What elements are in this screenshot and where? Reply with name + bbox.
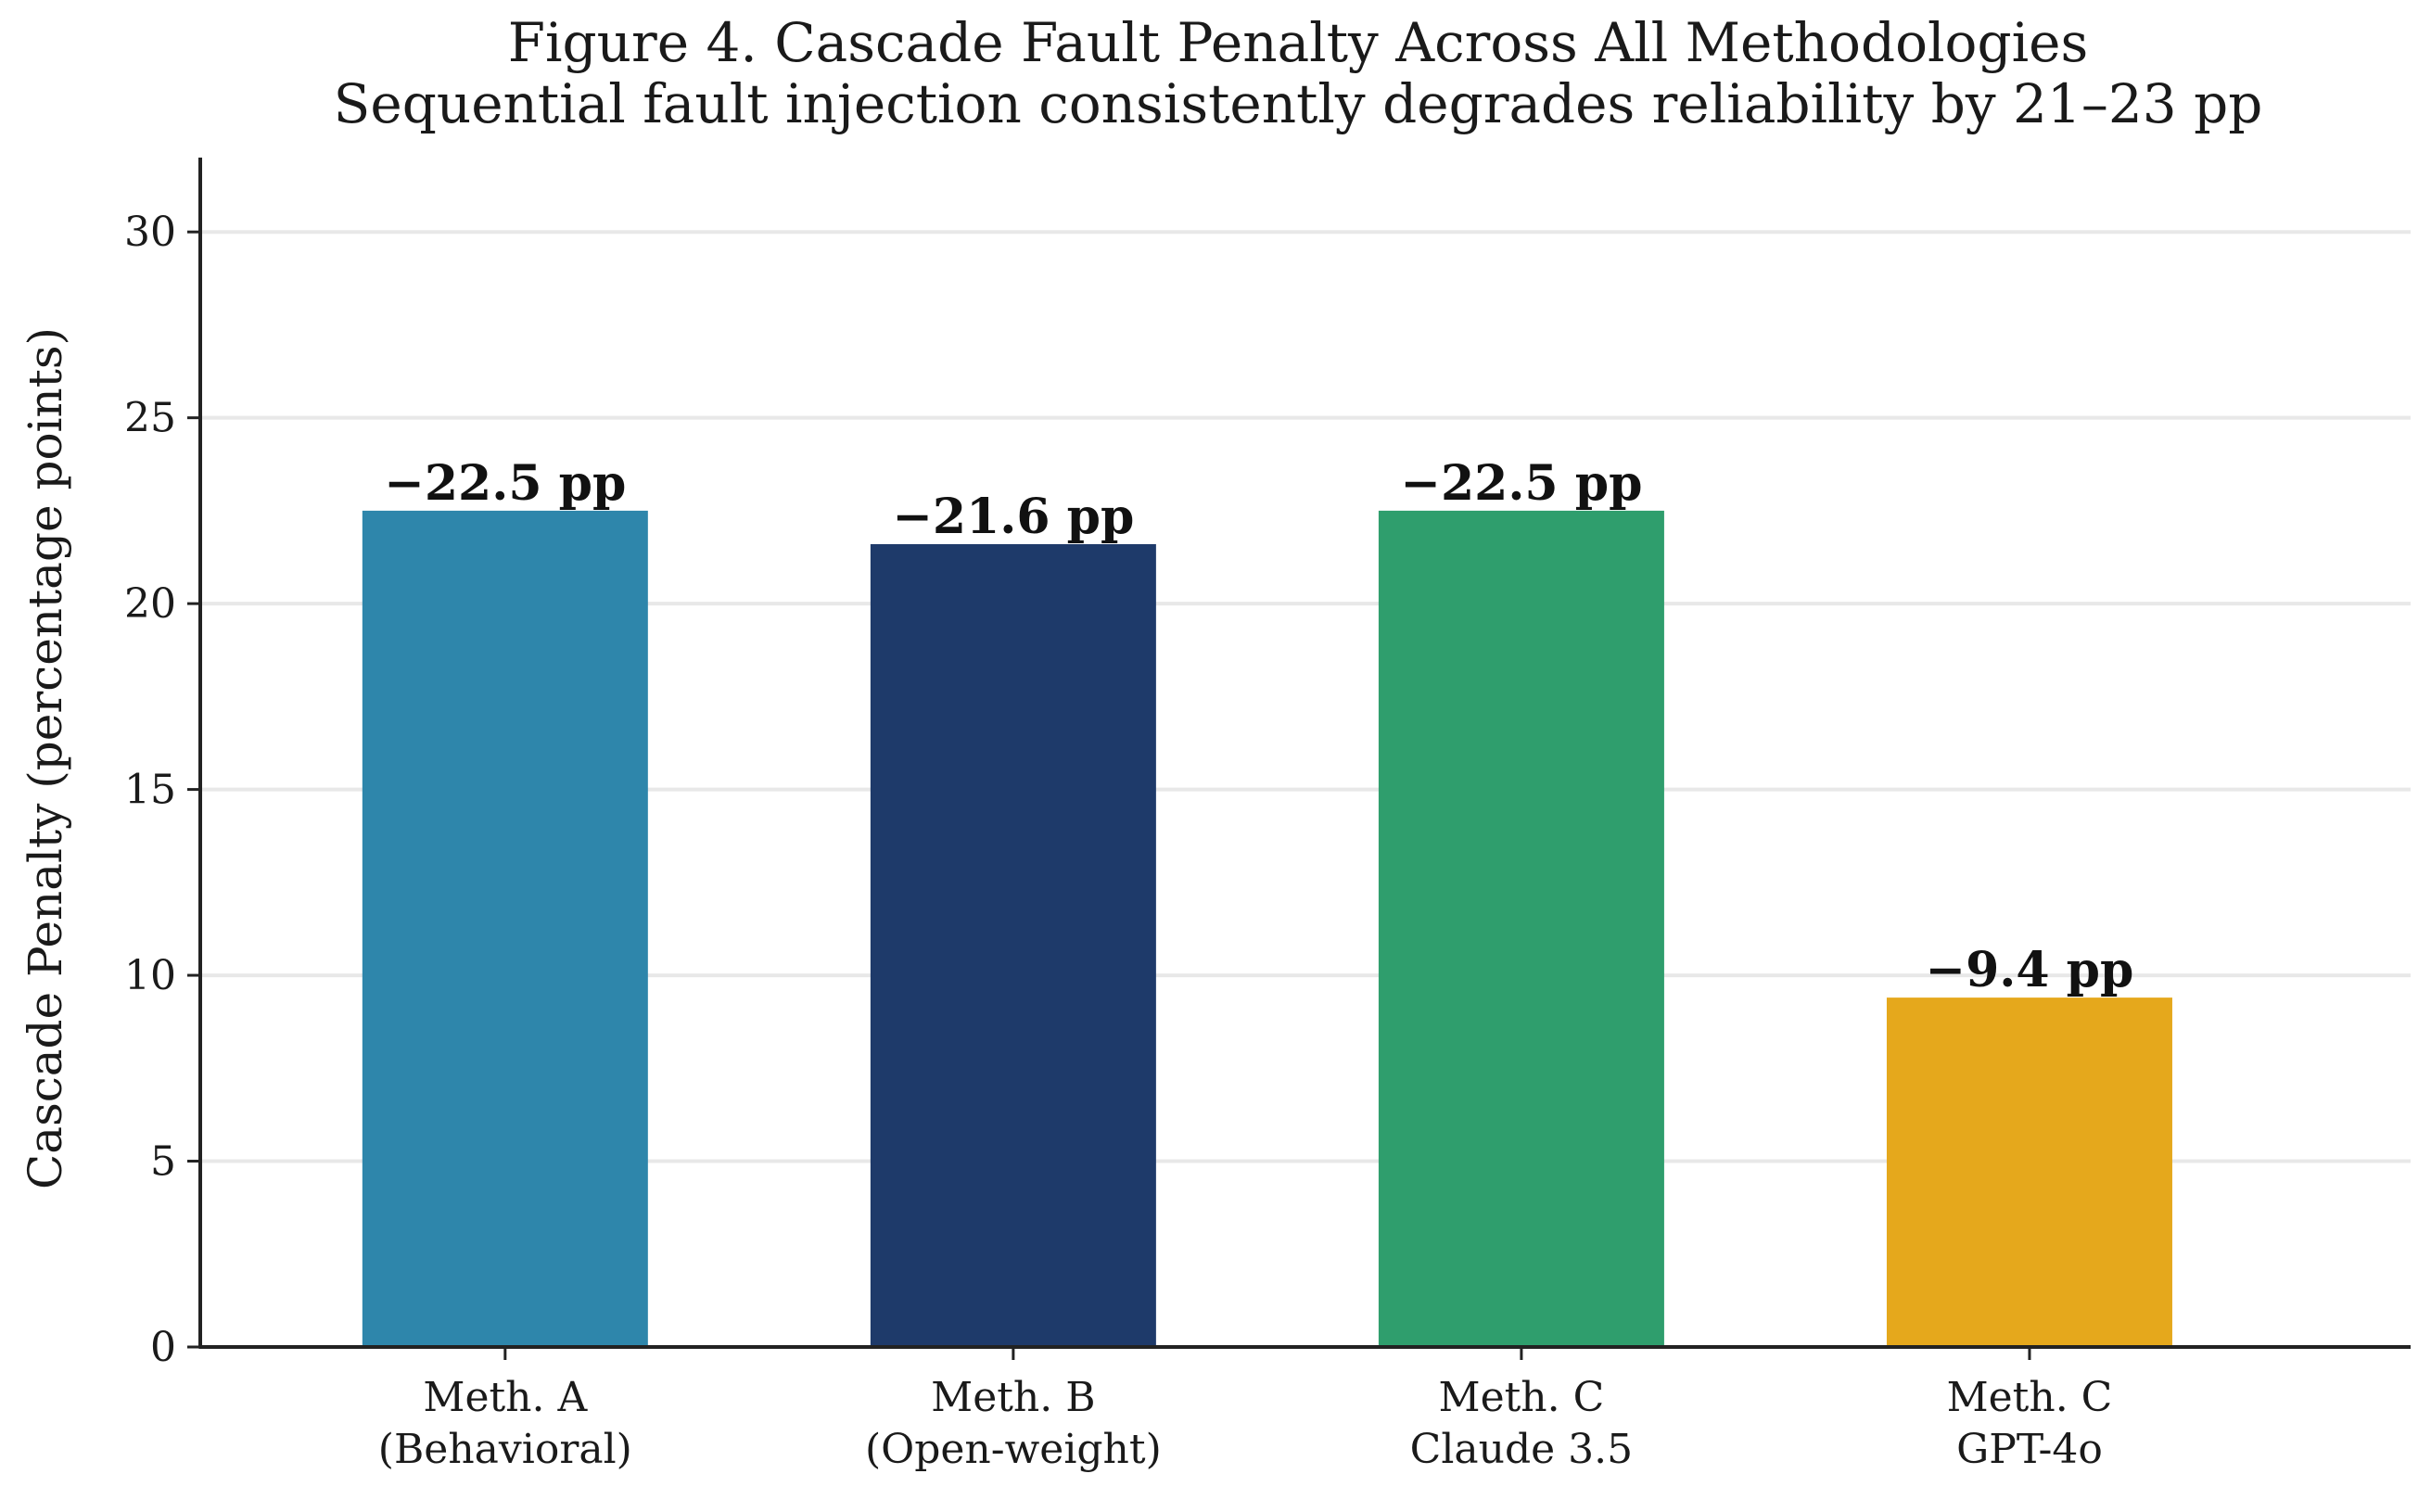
y-ticks: 0 5 10 15 20 25 30 — [124, 209, 200, 1371]
x-tick-label: Claude 3.5 — [1410, 1426, 1633, 1473]
x-ticks: Meth. A (Behavioral) Meth. B (Open-weight) M… — [378, 1347, 2113, 1473]
bar-value-label: −22.5 pp — [1400, 455, 1642, 512]
chart-title: Figure 4. Cascade Fault Penalty Across A… — [508, 11, 2088, 74]
y-tick-label: 5 — [150, 1138, 176, 1186]
y-axis-label: Cascade Penalty (percentage points) — [19, 327, 72, 1189]
bars — [362, 510, 2172, 1347]
x-tick-label: (Behavioral) — [378, 1426, 632, 1473]
bar — [362, 510, 648, 1347]
y-tick-label: 15 — [124, 767, 176, 814]
y-tick-label: 20 — [124, 580, 176, 628]
bar — [1886, 997, 2172, 1347]
x-tick-label: (Open-weight) — [865, 1426, 1162, 1473]
y-tick-label: 25 — [124, 395, 176, 442]
bar-value-label: −9.4 pp — [1926, 942, 2134, 998]
x-tick-label: Meth. C — [1947, 1374, 2113, 1421]
bar-value-label: −22.5 pp — [384, 455, 626, 512]
y-tick-label: 10 — [124, 952, 176, 999]
x-tick-label: GPT-4o — [1956, 1426, 2103, 1473]
chart-subtitle: Sequential fault injection consistently … — [334, 72, 2263, 135]
bar — [1378, 510, 1664, 1347]
y-tick-label: 30 — [124, 209, 176, 256]
x-tick-label: Meth. C — [1439, 1374, 1605, 1421]
bar-value-label: −21.6 pp — [892, 489, 1134, 545]
axes — [198, 158, 2411, 1349]
y-tick-label: 0 — [150, 1324, 176, 1371]
x-tick-label: Meth. B — [931, 1374, 1095, 1421]
x-tick-label: Meth. A — [423, 1374, 588, 1421]
data-labels: −22.5 pp −21.6 pp −22.5 pp −9.4 pp — [384, 455, 2133, 998]
bar — [870, 543, 1156, 1347]
